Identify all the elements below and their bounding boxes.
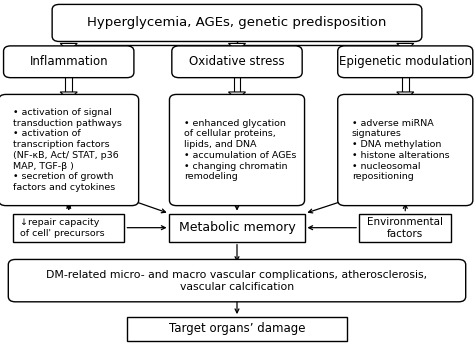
Polygon shape (65, 72, 72, 92)
Text: DM-related micro- and macro vascular complications, atherosclerosis,
vascular ca: DM-related micro- and macro vascular com… (46, 270, 428, 292)
Text: Inflammation: Inflammation (29, 55, 108, 68)
FancyBboxPatch shape (337, 94, 473, 205)
Text: Epigenetic modulation: Epigenetic modulation (339, 55, 472, 68)
Text: Metabolic memory: Metabolic memory (179, 221, 295, 234)
Polygon shape (397, 43, 414, 51)
Text: Hyperglycemia, AGEs, genetic predisposition: Hyperglycemia, AGEs, genetic predisposit… (87, 17, 387, 29)
FancyBboxPatch shape (170, 214, 304, 242)
Text: • adverse miRNA
signatures
• DNA methylation
• histone alterations
• nucleosomal: • adverse miRNA signatures • DNA methyla… (352, 119, 449, 181)
Text: ↓repair capacity
of cell' precursors: ↓repair capacity of cell' precursors (20, 218, 105, 238)
Text: • activation of signal
transduction pathways
• activation of
transcription facto: • activation of signal transduction path… (13, 108, 122, 192)
FancyBboxPatch shape (169, 94, 304, 205)
Polygon shape (228, 92, 246, 100)
FancyBboxPatch shape (0, 94, 138, 205)
Polygon shape (60, 43, 77, 51)
Polygon shape (234, 72, 240, 92)
Polygon shape (60, 92, 77, 100)
FancyBboxPatch shape (52, 4, 422, 41)
Polygon shape (402, 72, 409, 92)
Text: • enhanced glycation
of cellular proteins,
lipids, and DNA
• accumulation of AGE: • enhanced glycation of cellular protein… (184, 119, 296, 181)
Polygon shape (234, 43, 240, 45)
FancyBboxPatch shape (172, 46, 302, 78)
Polygon shape (65, 43, 72, 45)
FancyBboxPatch shape (127, 317, 347, 341)
Polygon shape (397, 92, 414, 100)
Text: Oxidative stress: Oxidative stress (189, 55, 285, 68)
FancyBboxPatch shape (3, 46, 134, 78)
FancyBboxPatch shape (337, 46, 473, 78)
FancyBboxPatch shape (8, 259, 465, 302)
Text: Environmental
factors: Environmental factors (367, 217, 443, 239)
FancyBboxPatch shape (13, 214, 124, 242)
Text: Target organs’ damage: Target organs’ damage (169, 323, 305, 335)
Polygon shape (228, 43, 246, 51)
FancyBboxPatch shape (359, 214, 451, 242)
Polygon shape (402, 43, 409, 45)
